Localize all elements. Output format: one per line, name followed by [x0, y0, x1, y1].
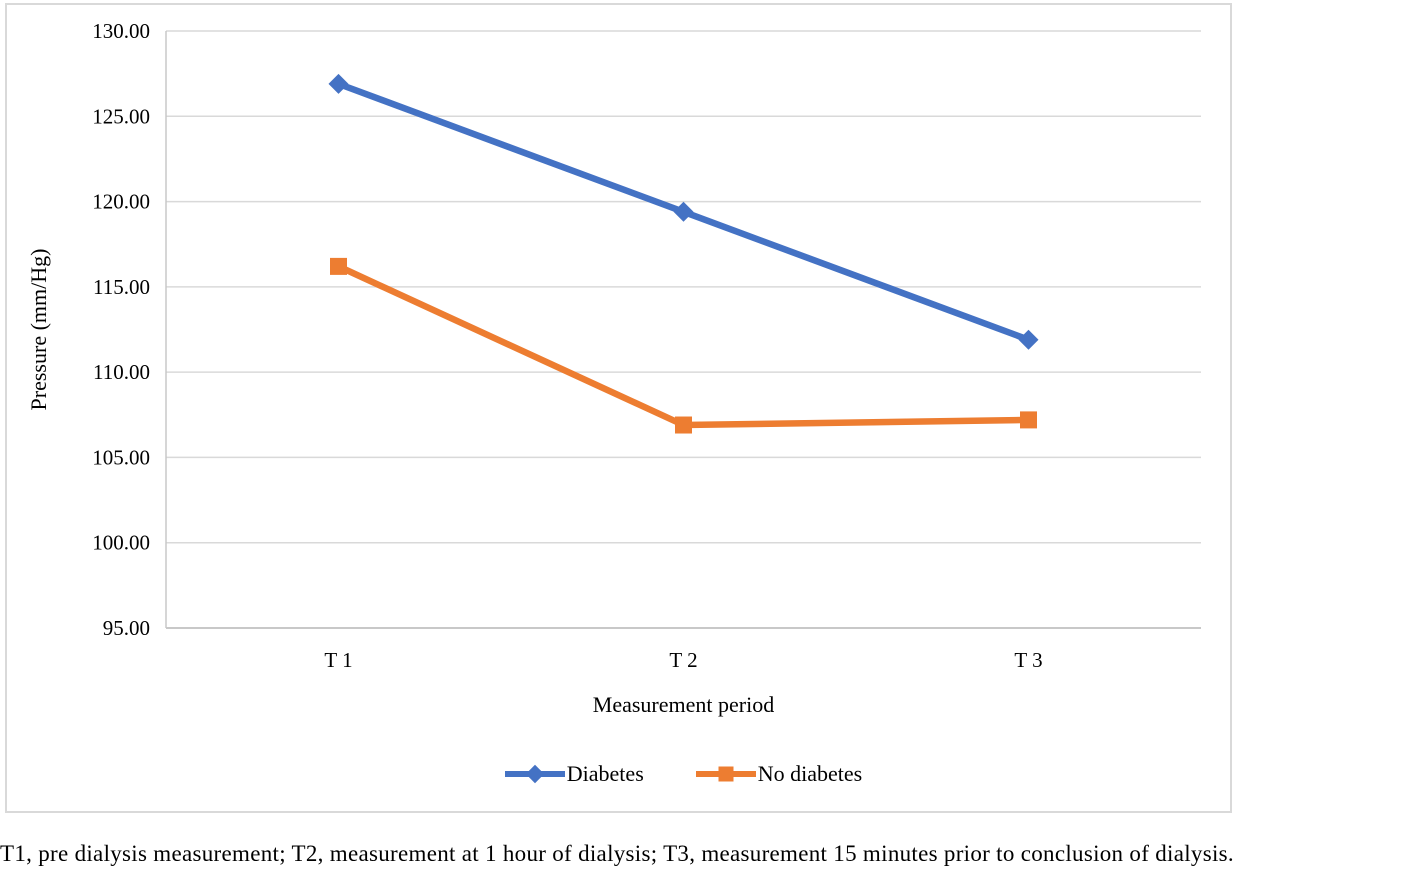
- y-tick-label: 115.00: [93, 275, 150, 299]
- series-line-no-diabetes: [337, 263, 1029, 429]
- diabetes-line-swatch: [504, 764, 565, 784]
- figure-caption: T1, pre dialysis measurement; T2, measur…: [0, 841, 1234, 866]
- chart-frame: 95.00 100.00 105.00 110.00 115.00 120.00 125.0…: [5, 3, 1232, 813]
- y-tick-label: 105.00: [92, 445, 150, 469]
- diamond-marker-icon: [525, 764, 544, 784]
- y-axis-title: Pressure (mm/Hg): [26, 249, 51, 411]
- no-diabetes-line-swatch: [695, 766, 756, 782]
- legend-label-no-diabetes: No diabetes: [757, 761, 863, 786]
- chart-legend: Diabetes No diabetes: [166, 757, 1201, 791]
- y-tick-label: 125.00: [92, 104, 150, 128]
- data-point-diamond: [328, 73, 349, 94]
- data-point-square: [1020, 411, 1037, 429]
- data-point-square: [675, 416, 692, 434]
- square-marker-icon: [718, 766, 734, 782]
- data-point-diamond: [1018, 329, 1039, 350]
- x-tick-label: T 2: [669, 648, 697, 672]
- x-axis-title: Measurement period: [593, 692, 774, 717]
- y-tick-label: 95.00: [103, 616, 150, 640]
- x-tick-label: T 1: [324, 648, 352, 672]
- data-point-square: [330, 257, 347, 275]
- y-tick-label: 130.00: [92, 19, 150, 43]
- y-tick-label: 100.00: [92, 531, 150, 555]
- legend-label-diabetes: Diabetes: [566, 761, 644, 786]
- line-chart: 95.00 100.00 105.00 110.00 115.00 120.00 125.0…: [26, 19, 1201, 717]
- y-tick-label: 110.00: [93, 360, 150, 384]
- legend-item-no-diabetes: No diabetes: [695, 761, 863, 786]
- data-point-diamond: [673, 201, 694, 222]
- x-tick-label: T 3: [1014, 648, 1042, 672]
- legend-item-diabetes: Diabetes: [504, 761, 644, 786]
- y-tick-label: 120.00: [92, 190, 150, 214]
